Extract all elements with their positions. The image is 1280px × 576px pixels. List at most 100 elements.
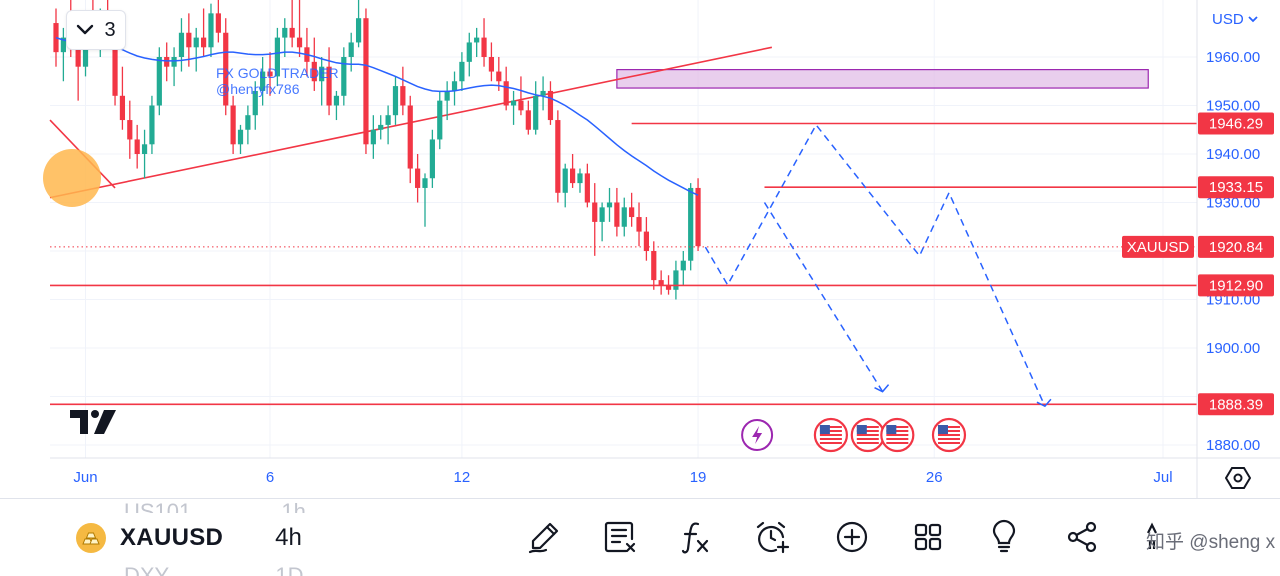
- flag-stripe: [856, 426, 879, 428]
- price-axis-label: 1900.00: [1206, 340, 1260, 357]
- candle-body: [223, 32, 229, 106]
- flag-stripe: [937, 438, 960, 440]
- flag-canton: [937, 425, 948, 434]
- candle-body: [518, 100, 524, 111]
- symbol-selector[interactable]: XAUUSD 4h: [76, 523, 302, 553]
- ghost-prev-symbol: US101 1h: [124, 499, 306, 513]
- share-button[interactable]: [1062, 517, 1102, 557]
- candle-body: [407, 105, 413, 169]
- layout-grid-icon: [914, 523, 942, 551]
- symbol-name: XAUUSD: [120, 524, 224, 551]
- flag-stripe: [886, 430, 909, 432]
- candle-body: [577, 173, 583, 184]
- projection-paths[interactable]: [704, 123, 1052, 408]
- indicators-button[interactable]: [676, 517, 716, 557]
- candle-body: [540, 90, 546, 96]
- alarm-clock-add-icon: [756, 521, 790, 554]
- projection-path-secondary[interactable]: [763, 202, 884, 392]
- horizontal-levels[interactable]: [50, 122, 1197, 406]
- ghost-next-timeframe: 1D: [275, 563, 304, 576]
- object-tree-button[interactable]: [600, 517, 640, 557]
- candle-body: [274, 37, 280, 77]
- candle-body: [488, 57, 495, 72]
- candle-body: [466, 42, 472, 62]
- flag-stripe: [819, 434, 842, 436]
- flag-canton: [856, 425, 867, 434]
- more-icon: [1147, 522, 1157, 549]
- candle-body: [149, 105, 155, 145]
- candle-body: [673, 270, 679, 290]
- candle-body: [385, 115, 391, 125]
- lightning-event-icon[interactable]: [741, 419, 774, 451]
- candle-body: [437, 100, 443, 140]
- candle-body: [319, 66, 325, 82]
- projection-path-primary[interactable]: [704, 123, 1046, 407]
- candle-body: [134, 139, 140, 154]
- bottom-toolbar: US101 1h XAUUSD 4h DXY 1D: [0, 498, 1280, 576]
- candle-body: [112, 27, 118, 96]
- ghost-next-symbol-name: DXY: [124, 563, 170, 576]
- us-flag-event-icon[interactable]: [813, 417, 849, 453]
- candle-body: [252, 90, 258, 116]
- candle-body: [215, 13, 221, 33]
- candle-body: [171, 57, 177, 67]
- alert-button[interactable]: [752, 517, 792, 557]
- flag-canton: [886, 425, 897, 434]
- candle-body: [496, 71, 502, 82]
- candle-body: [245, 115, 251, 130]
- candle-body: [584, 173, 590, 203]
- price-tag-bg: [1198, 176, 1274, 199]
- currency-selector[interactable]: USD: [1204, 6, 1266, 32]
- symbol-tag-bg: [1122, 235, 1194, 258]
- candle-body: [533, 95, 539, 130]
- event-markers[interactable]: [741, 417, 967, 453]
- candle-body: [119, 95, 126, 121]
- current-price-tag: 1920.84: [1209, 239, 1263, 256]
- candle-body: [547, 90, 554, 121]
- price-tag-bg: [1198, 393, 1274, 416]
- flag-stripe: [856, 434, 879, 436]
- add-icon: [836, 521, 868, 553]
- price-tag-bg: [1198, 112, 1274, 135]
- candle-body: [355, 18, 362, 43]
- draw-button[interactable]: [524, 517, 564, 557]
- candle-body: [156, 57, 162, 106]
- indicators-icon: [681, 522, 709, 554]
- supply-zone-rect[interactable]: [616, 69, 1149, 89]
- candle-body: [370, 129, 376, 145]
- chart-settings-button[interactable]: [1222, 462, 1254, 494]
- candle-body: [400, 86, 406, 106]
- candle-body: [186, 32, 192, 48]
- candle-body: [651, 251, 657, 281]
- price-axis-label: 1930.00: [1206, 195, 1260, 212]
- ideas-button[interactable]: [984, 517, 1024, 557]
- candle-body: [503, 81, 509, 106]
- flag-stripe: [819, 426, 842, 428]
- candle-body: [178, 32, 185, 57]
- flag-stripe: [819, 438, 842, 440]
- ghost-prev-symbol-name: US101: [124, 499, 192, 513]
- candle-body: [193, 37, 199, 48]
- candle-body: [208, 13, 214, 48]
- candle-body: [636, 217, 642, 232]
- share-icon: [1067, 521, 1097, 553]
- more-button[interactable]: [1138, 517, 1178, 557]
- time-axis[interactable]: Jun 6 12 19 26 Jul: [73, 469, 1172, 486]
- us-flag-event-icon[interactable]: [880, 417, 915, 453]
- add-button[interactable]: [832, 517, 872, 557]
- supply-zone-layer[interactable]: [616, 69, 1149, 89]
- candle-body: [392, 86, 399, 116]
- us-flag-event-icon[interactable]: [850, 417, 885, 453]
- layout-button[interactable]: [908, 517, 948, 557]
- candle-body: [695, 187, 701, 247]
- indicator-collapse-button[interactable]: 3: [66, 10, 126, 50]
- flag-stripe: [886, 438, 909, 440]
- candle-body: [311, 61, 317, 82]
- candle-body: [289, 27, 295, 38]
- timeframe-label[interactable]: 4h: [275, 524, 302, 551]
- us-flag-event-icon[interactable]: [931, 417, 967, 453]
- object-tree-icon: [604, 521, 636, 553]
- chevron-down-icon: [1248, 16, 1258, 23]
- price-tag-resistance-1933: 1933.15: [1209, 179, 1263, 196]
